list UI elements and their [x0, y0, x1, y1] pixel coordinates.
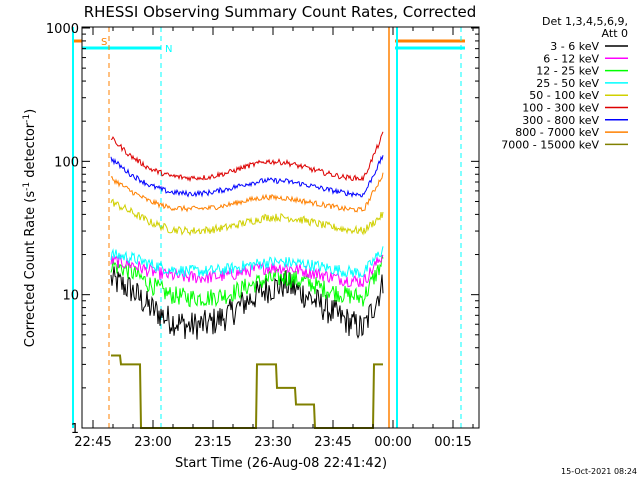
y-axis-label-mid: detector — [23, 122, 38, 182]
series-line-3-6kevkev — [110, 266, 384, 340]
legend-label: 25 - 50 keV — [536, 77, 599, 90]
x-tick-label: 22:45 — [74, 435, 111, 450]
legend-label: 300 - 800 keV — [522, 114, 599, 127]
legend-label: 50 - 100 keV — [529, 89, 599, 102]
x-tick-label: 23:30 — [254, 435, 291, 450]
legend-label: 6 - 12 keV — [543, 52, 599, 65]
timestamp: 15-Oct-2021 08:24 — [561, 467, 637, 476]
x-tick-label: 23:15 — [194, 435, 231, 450]
legend-header-line2: Att 0 — [602, 27, 628, 40]
y-tick-label: 1 — [71, 422, 79, 437]
mode-overlays: SN — [72, 27, 465, 428]
x-tick-label: 23:45 — [314, 435, 351, 450]
x-tick-label: 00:00 — [374, 435, 411, 450]
series-line-800-7000kevkev — [110, 172, 384, 213]
series-line-25-50kevkev — [110, 246, 384, 278]
y-axis-label-end: ) — [23, 109, 38, 114]
legend-label: 12 - 25 keV — [536, 65, 599, 78]
x-tick-label: 00:15 — [434, 435, 471, 450]
y-axis-label-sup2: -1 — [22, 114, 32, 123]
y-axis-label-main: Corrected Count Rate (s — [23, 191, 38, 348]
series-line-50-100kevkev — [110, 198, 384, 237]
legend-label: 100 - 300 keV — [522, 102, 599, 115]
series-line-300-800kevkev — [110, 155, 384, 199]
chart-title: RHESSI Observing Summary Count Rates, Co… — [84, 3, 477, 21]
legend-header-line1: Det 1,3,4,5,6,9, — [542, 15, 628, 28]
x-axis-label: Start Time (26-Aug-08 22:41:42) — [175, 456, 387, 471]
y-tick-label: 100 — [54, 155, 79, 170]
x-tick-label: 23:00 — [134, 435, 171, 450]
saa-marker-label: S — [101, 37, 107, 48]
y-tick-label: 1000 — [46, 22, 79, 37]
y-tick-label: 10 — [62, 289, 79, 304]
series-line-100-300kevkev — [110, 131, 384, 183]
series-line-12-25kevkev — [110, 255, 384, 308]
legend-label: 3 - 6 keV — [550, 40, 599, 53]
y-axis-label: Corrected Count Rate (s-1 detector-1) — [22, 109, 38, 347]
legend-label: 800 - 7000 keV — [515, 126, 599, 139]
legend-label: 7000 - 15000 keV — [501, 138, 599, 151]
y-axis-label-sup1: -1 — [22, 182, 32, 191]
plot-frame — [81, 26, 480, 429]
night-marker-label: N — [165, 44, 172, 55]
axes: 1 10 100 1000 22:45 23:00 23:15 23:30 23:45 00:00… — [46, 22, 479, 450]
